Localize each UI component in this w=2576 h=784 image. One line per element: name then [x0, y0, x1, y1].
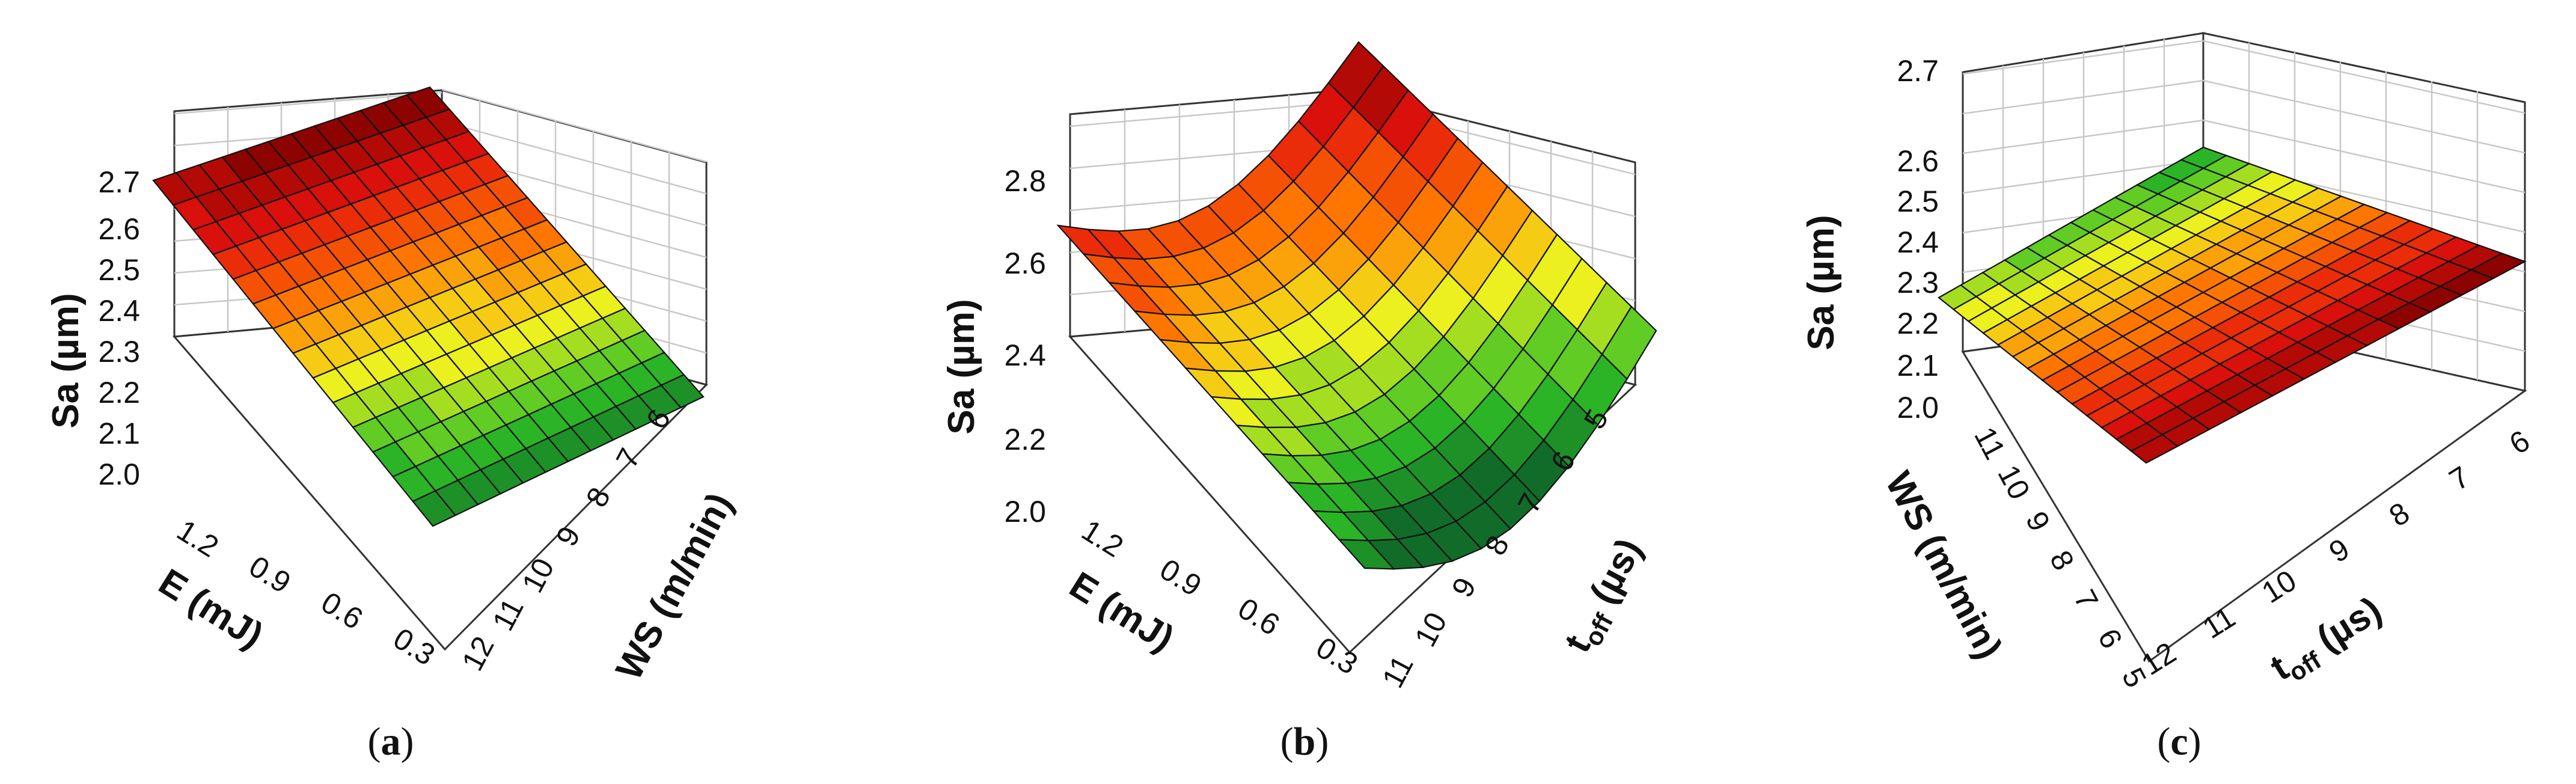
a-ztick-7: 2.7 [98, 165, 140, 199]
c-ytick-5: 6 [2091, 623, 2129, 654]
a-ztick-5: 2.5 [98, 253, 140, 287]
panel-b: 2.0 2.2 2.4 2.6 2.8 Sa (µm) 1.2 0.9 0.6 … [941, 41, 1657, 764]
c-ztick-2: 2.2 [1897, 307, 1939, 340]
c-ytick-2: 9 [2019, 506, 2057, 537]
c-y-axis-label: WS (m/min) [1877, 465, 2010, 666]
c-gridline-11 [2203, 79, 2526, 154]
c-ytick-1: 10 [1991, 459, 2037, 504]
a-ztick-4: 2.4 [98, 294, 140, 328]
b-ztick-1: 2.2 [1004, 423, 1046, 456]
b-gridline-8 [1069, 101, 1344, 127]
b-ztick-0: 2.0 [1004, 495, 1046, 528]
a-surface [152, 86, 705, 527]
b-surface-cell [1601, 305, 1657, 381]
b-z-axis-label: Sa (µm) [941, 299, 982, 434]
a-gridline-12 [174, 91, 442, 115]
b-z-ticks: 2.0 2.2 2.4 2.6 2.8 [1004, 164, 1046, 528]
a-caption: (a) [368, 720, 414, 764]
b-y-axis-label: toff (µs) [1556, 532, 1655, 662]
a-xtick-2: 0.6 [316, 585, 369, 635]
c-ztick-6: 2.6 [1897, 144, 1939, 178]
c-ztick-4: 2.4 [1897, 225, 1939, 259]
c-ytick-4: 7 [2067, 584, 2105, 615]
a-xtick-0: 1.2 [171, 513, 225, 563]
c-gridline-9 [2203, 119, 2526, 194]
a-ztick-1: 2.1 [98, 417, 140, 450]
b-caption: (b) [1280, 720, 1329, 764]
c-xtick-5: 7 [2443, 459, 2475, 497]
b-ztick-2: 2.4 [1004, 338, 1046, 372]
b-ztick-3: 2.6 [1004, 247, 1046, 280]
b-ztick-4: 2.8 [1004, 164, 1046, 198]
c-ztick-3: 2.3 [1897, 266, 1939, 299]
c-ytick-0: 11 [1968, 421, 2012, 465]
b-ytick-1: 10 [1408, 607, 1454, 652]
c-ztick-1: 2.1 [1897, 349, 1939, 382]
panel-c: 2.0 2.1 2.2 2.3 2.4 2.5 2.6 2.7 Sa (µm) … [1800, 32, 2536, 764]
c-xtick-6: 6 [2503, 423, 2535, 461]
c-xtick-3: 9 [2323, 531, 2355, 569]
c-xtick-4: 8 [2383, 495, 2415, 533]
a-surface-cell [660, 373, 705, 409]
a-z-ticks: 2.0 2.1 2.2 2.3 2.4 2.5 2.6 2.7 [98, 165, 140, 491]
b-xtick-0: 1.2 [1076, 513, 1130, 563]
c-ztick-0: 2.0 [1897, 391, 1939, 424]
b-xtick-1: 0.9 [1154, 552, 1208, 602]
a-ztick-3: 2.3 [98, 335, 140, 369]
a-ztick-0: 2.0 [98, 458, 140, 491]
panel-a: 2.0 2.1 2.2 2.3 2.4 2.5 2.6 2.7 Sa (µm) … [45, 86, 741, 764]
a-z-axis-label: Sa (µm) [45, 293, 87, 428]
b-surface [1056, 41, 1657, 570]
a-ztick-2: 2.2 [98, 376, 140, 409]
c-x-axis-label: toff (µs) [2263, 589, 2392, 694]
a-gridline-11 [441, 120, 707, 195]
a-y-axis-label: WS (m/min) [608, 486, 741, 687]
c-ztick-7: 2.7 [1897, 54, 1939, 88]
c-ytick-3: 8 [2043, 545, 2081, 576]
a-xtick-1: 0.9 [243, 549, 297, 599]
c-surface [1938, 146, 2527, 464]
c-ztick-5: 2.5 [1897, 185, 1939, 218]
c-gridline-13 [2203, 40, 2526, 114]
b-ytick-0: 11 [1375, 650, 1420, 693]
a-ytick-0: 12 [455, 631, 501, 676]
c-caption: (c) [2157, 720, 2201, 764]
a-ztick-6: 2.6 [98, 212, 140, 246]
c-z-ticks: 2.0 2.1 2.2 2.3 2.4 2.5 2.6 2.7 [1897, 54, 1939, 424]
c-surface-cell [2469, 253, 2527, 280]
c-z-axis-label: Sa (µm) [1800, 215, 1842, 350]
b-xtick-2: 0.6 [1232, 591, 1286, 642]
b-ytick-2: 9 [1445, 572, 1483, 603]
a-gridline-13 [441, 88, 707, 163]
